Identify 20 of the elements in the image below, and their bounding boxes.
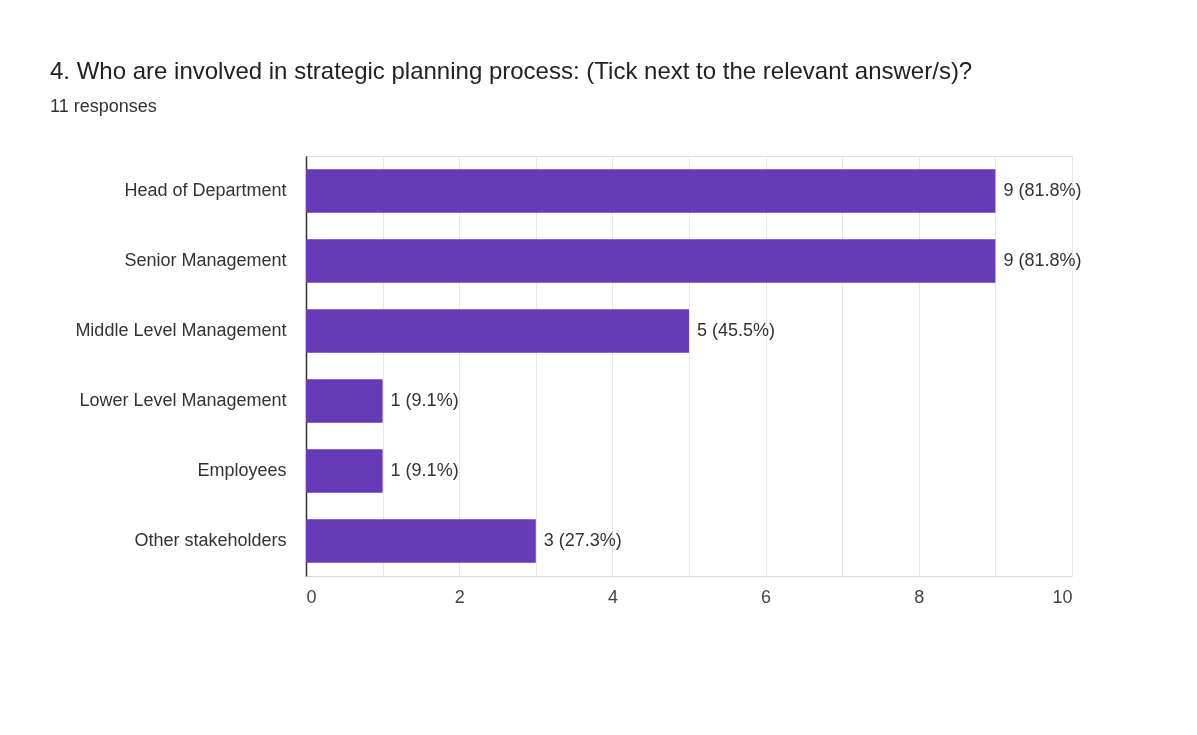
y-tick-label: Other stakeholders [134,530,287,550]
data-label: 5 (45.5%) [697,320,776,340]
x-tick-label: 8 [914,586,925,607]
y-tick-label: Senior Management [124,250,287,270]
y-tick-label: Head of Department [124,180,287,200]
y-tick-label: Lower Level Management [79,390,287,410]
data-label: 1 (9.1%) [390,390,459,410]
data-label: 1 (9.1%) [390,460,459,480]
x-tick-label: 10 [1052,586,1073,607]
data-label: 9 (81.8%) [1003,250,1082,270]
y-tick-label: Middle Level Management [75,320,287,340]
x-tick-label: 2 [454,586,465,607]
text: 11 responses [50,96,157,116]
y-tick-label: Employees [197,460,287,480]
x-tick-label: 6 [761,586,772,607]
chart-title: 4. Who are involved in strategic planning process: (Tick next to the relevant answer/s)? [50,57,973,84]
data-label: 9 (81.8%) [1003,180,1082,200]
x-tick-label: 0 [306,586,317,607]
data-label: 3 (27.3%) [543,530,622,550]
x-tick-label: 4 [607,586,618,607]
